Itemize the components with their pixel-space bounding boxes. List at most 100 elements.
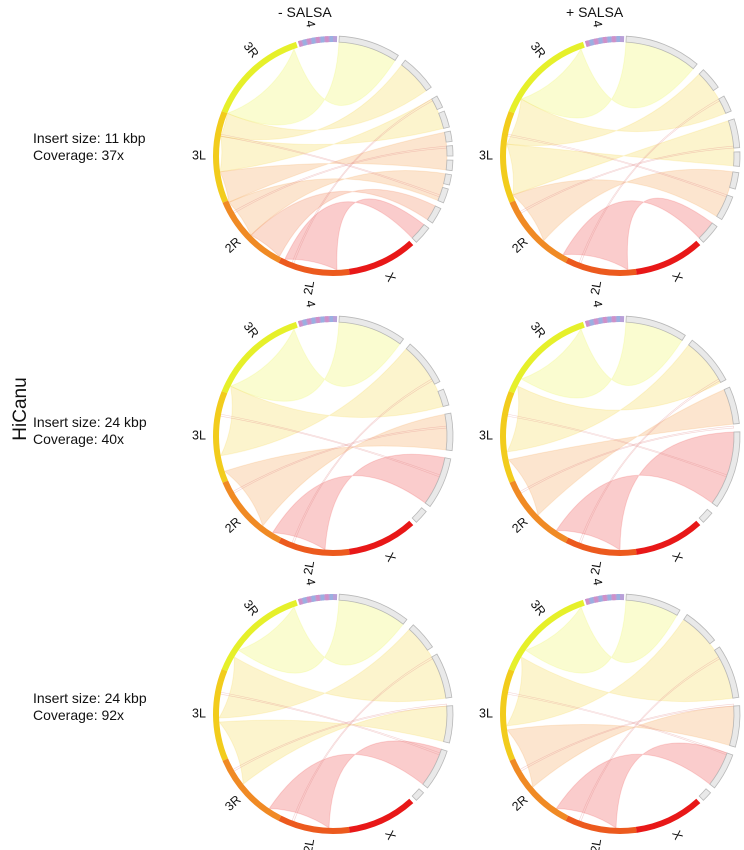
chromosome-arc bbox=[297, 40, 303, 47]
chromosome-label: 3R bbox=[528, 319, 549, 340]
chromosome-label: 2R bbox=[222, 235, 243, 256]
contig-segment bbox=[723, 386, 740, 425]
chromosome-label: 4 bbox=[303, 577, 318, 586]
chromosome-label: X bbox=[382, 270, 398, 284]
chromosome-arc bbox=[509, 480, 569, 543]
contig-segment bbox=[711, 431, 741, 508]
chromosome-label: 3R bbox=[241, 319, 262, 340]
chromosome-arc bbox=[602, 36, 607, 44]
insert-size-label: Insert size: 24 kbp bbox=[33, 414, 147, 430]
chromosome-arc bbox=[222, 758, 282, 821]
chromosome-arc bbox=[635, 798, 701, 833]
insert-size-label: Insert size: 11 kbp bbox=[33, 130, 146, 146]
chromosome-arc bbox=[329, 36, 333, 43]
chromosome-label: 3R bbox=[528, 597, 549, 618]
contig-segment bbox=[727, 118, 741, 149]
chromosome-arc bbox=[593, 38, 599, 45]
chromosome-arc bbox=[221, 599, 298, 672]
chromosome-label: 3L bbox=[192, 148, 206, 162]
chromosome-arc bbox=[612, 316, 616, 323]
chromosome-arc bbox=[348, 520, 414, 555]
chromosome-arc bbox=[306, 38, 312, 45]
chromosome-label: 3L bbox=[479, 148, 493, 162]
contig-segment bbox=[411, 788, 425, 801]
contig-segment bbox=[729, 705, 741, 748]
contig-segment bbox=[411, 507, 427, 523]
contig-segment bbox=[445, 159, 454, 172]
coverage-label: Coverage: 92x bbox=[33, 707, 125, 723]
link-ribbon bbox=[225, 41, 396, 126]
chromosome-label: 2L bbox=[301, 280, 317, 296]
chromosome-arc bbox=[329, 316, 333, 323]
chromosome-arc bbox=[311, 37, 316, 44]
chromosome-label: 2R bbox=[222, 515, 243, 536]
chromosome-label: 3L bbox=[192, 706, 206, 720]
chromosome-arc bbox=[635, 240, 701, 275]
link-ribbon bbox=[268, 740, 443, 829]
chromosome-arc bbox=[302, 319, 307, 326]
contig-segment bbox=[698, 69, 719, 92]
chromosome-arc bbox=[602, 594, 607, 602]
chromosome-arc bbox=[500, 111, 516, 203]
row-info-2: Insert size: 24 kbp Coverage: 40x bbox=[33, 414, 147, 448]
chromosome-arc bbox=[500, 391, 516, 483]
row-info-3: Insert size: 24 kbp Coverage: 92x bbox=[33, 690, 147, 724]
chromosome-arc bbox=[325, 594, 329, 601]
chromosome-label: 4 bbox=[303, 299, 318, 308]
chromosome-arc bbox=[584, 598, 590, 605]
chromosome-arc bbox=[565, 257, 637, 276]
chromosome-arc bbox=[320, 316, 325, 323]
chromosome-arc bbox=[278, 815, 350, 834]
chromosome-arc bbox=[213, 111, 229, 203]
chromosome-arc bbox=[607, 36, 612, 43]
contig-segment bbox=[338, 593, 408, 625]
chromosome-arc bbox=[222, 200, 282, 263]
chromosome-arc bbox=[616, 36, 620, 43]
column-header-minus-salsa: - SALSA bbox=[278, 4, 332, 20]
coverage-label: Coverage: 40x bbox=[33, 431, 125, 447]
chromosome-arc bbox=[635, 520, 701, 555]
chromosome-arc bbox=[221, 41, 298, 114]
chromosome-label: 2L bbox=[301, 560, 317, 576]
chromosome-arc bbox=[325, 316, 329, 323]
chromosome-arc bbox=[348, 798, 414, 833]
chromosome-arc bbox=[213, 391, 229, 483]
circos-panel: 4 3R 3L 2R 2L X bbox=[192, 19, 454, 296]
contig-segment bbox=[709, 752, 734, 789]
chromosome-arc bbox=[348, 240, 414, 275]
contig-segment bbox=[718, 95, 732, 114]
contig-segment bbox=[438, 110, 450, 129]
chromosome-label: 2L bbox=[588, 838, 604, 850]
contig-segment bbox=[625, 315, 686, 341]
chromosome-arc bbox=[607, 594, 612, 601]
contig-segment bbox=[401, 59, 432, 92]
chromosome-arc bbox=[311, 317, 316, 324]
circos-panel: 4 3R 3L 2R 2L X bbox=[479, 577, 741, 850]
chromosome-label: X bbox=[669, 550, 685, 564]
contig-segment bbox=[437, 186, 449, 204]
contig-segment bbox=[443, 173, 452, 186]
chromosome-label: 4 bbox=[303, 19, 318, 28]
chromosome-arc bbox=[221, 321, 298, 394]
contig-segment bbox=[408, 624, 434, 651]
chromosome-arc bbox=[565, 537, 637, 556]
circos-panel: 4 3R 3L 2R 2L X bbox=[479, 299, 741, 576]
contig-segment bbox=[431, 653, 453, 699]
chromosome-arc bbox=[306, 318, 312, 325]
chromosome-label: 2L bbox=[301, 838, 317, 850]
link-line bbox=[519, 703, 735, 772]
chromosome-label: 2R bbox=[509, 515, 530, 536]
contig-segment bbox=[688, 339, 727, 384]
chromosome-label: 2R bbox=[509, 793, 530, 814]
chromosome-arc bbox=[320, 594, 325, 601]
chromosome-arc bbox=[508, 321, 585, 394]
chromosome-arc bbox=[278, 257, 350, 276]
contig-segment bbox=[729, 171, 740, 190]
contig-segment bbox=[422, 748, 448, 789]
chromosome-arc bbox=[589, 319, 594, 326]
contig-segment bbox=[426, 205, 442, 224]
chromosome-arc bbox=[315, 594, 320, 602]
contig-segment bbox=[625, 593, 681, 616]
chromosome-label: X bbox=[669, 270, 685, 284]
